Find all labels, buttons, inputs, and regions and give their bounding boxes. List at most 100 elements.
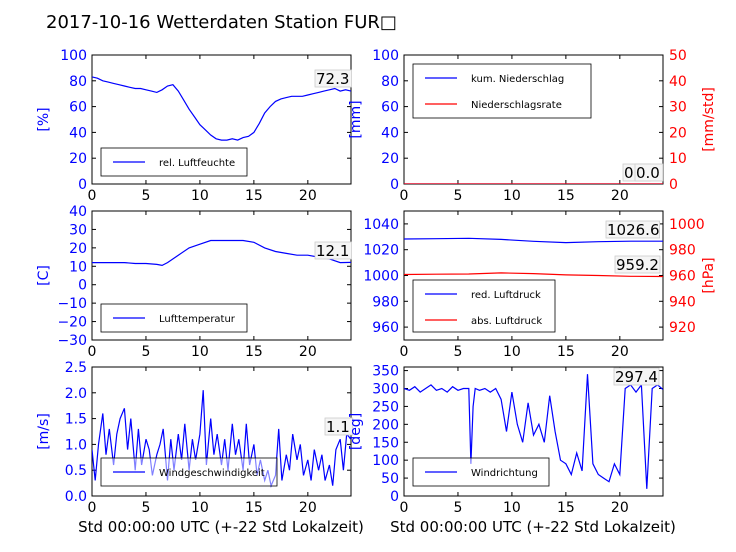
y2-axis-label: [hPa] xyxy=(701,257,717,293)
y-tick-label: 0 xyxy=(78,177,87,193)
y2-tick-label: 1000 xyxy=(669,217,705,233)
series-line-2 xyxy=(404,272,663,278)
y2-tick-label: 960 xyxy=(669,269,696,285)
y-tick-label: 150 xyxy=(372,435,399,451)
xlabel-right: Std 00:00:00 UTC (+-22 Std Lokalzeit) xyxy=(390,518,676,536)
subplot-3: 0 5 10 15 20 −30 −20 −10 0 10 20 30 40 [C] Lufttempera… xyxy=(36,204,352,360)
y-tick-label: 1.5 xyxy=(65,412,87,428)
y-tick-label: 50 xyxy=(381,471,399,487)
legend-box xyxy=(100,147,248,177)
y2-tick-label: 50 xyxy=(669,48,687,64)
x-tick-label: 20 xyxy=(299,188,317,204)
y-tick-label: 960 xyxy=(372,320,399,336)
y-tick-label: 10 xyxy=(69,259,87,275)
y-tick-label: 0 xyxy=(78,278,87,294)
xlabel-left: Std 00:00:00 UTC (+-22 Std Lokalzeit) xyxy=(78,518,364,536)
x-tick-label: 0 xyxy=(400,188,409,204)
y-tick-label: 1000 xyxy=(363,269,399,285)
subplot-5: 0 5 10 15 20 0.0 0.5 1.0 1.5 2.0 2.5 [m/s] Windgesch… xyxy=(36,360,354,516)
y-tick-label: 20 xyxy=(69,151,87,167)
y-tick-label: 980 xyxy=(372,294,399,310)
subplot-1: 0 5 10 15 20 0 20 40 60 80 100 [%] rel. Luftfeuchte 7… xyxy=(36,48,352,204)
legend-label: Windrichtung xyxy=(471,468,538,479)
x-tick-label: 10 xyxy=(191,188,209,204)
x-tick-label: 20 xyxy=(611,344,629,360)
series-line-1 xyxy=(92,76,351,141)
series-line-1 xyxy=(92,239,351,267)
annotation-label: 72.3 xyxy=(316,70,349,88)
y-tick-label: 0 xyxy=(390,489,399,505)
x-tick-label: 20 xyxy=(611,500,629,516)
y-tick-label: 250 xyxy=(372,399,399,415)
x-tick-label: 15 xyxy=(245,344,263,360)
y-tick-label: 100 xyxy=(372,48,399,64)
y2-axis-label: [mm/std] xyxy=(701,87,717,152)
y2-tick-label: 10 xyxy=(669,151,687,167)
annotation-box xyxy=(634,163,664,182)
x-tick-label: 10 xyxy=(191,500,209,516)
legend-label: rel. Luftfeuchte xyxy=(159,158,235,169)
y-tick-label: 20 xyxy=(69,241,87,257)
legend-label: abs. Luftdruck xyxy=(471,316,542,327)
legend-box xyxy=(412,63,592,119)
x-tick-label: 0 xyxy=(88,500,97,516)
y-tick-label: 80 xyxy=(381,74,399,90)
x-tick-label: 0 xyxy=(400,344,409,360)
x-tick-label: 20 xyxy=(299,344,317,360)
y-tick-label: −10 xyxy=(57,296,87,312)
y2-tick-label: 40 xyxy=(669,74,687,90)
subplot-6: 0 5 10 15 20050100150200250300350[deg]Windri… xyxy=(348,364,664,516)
y2-tick-label: 0 xyxy=(669,177,678,193)
series-line-1 xyxy=(404,374,663,489)
annotation-box xyxy=(314,241,352,260)
annotation-label: 297.4 xyxy=(615,368,658,386)
subplot-4: 0 5 10 15 20 960 980 1000 1020 1040 920 940 960 980 10… xyxy=(363,210,717,360)
x-tick-label: 15 xyxy=(557,500,575,516)
x-tick-label: 20 xyxy=(299,500,317,516)
figure-title: 2017-10-16 Wetterdaten Station FUR□ xyxy=(46,12,397,33)
y-tick-label: 60 xyxy=(381,100,399,116)
x-tick-label: 5 xyxy=(141,500,150,516)
x-tick-label: 10 xyxy=(503,188,521,204)
y-tick-label: 30 xyxy=(69,222,87,238)
y-tick-label: 2.5 xyxy=(65,360,87,376)
x-tick-label: 15 xyxy=(557,344,575,360)
x-tick-label: 5 xyxy=(453,500,462,516)
y-tick-label: 40 xyxy=(69,125,87,141)
legend-label: red. Luftdruck xyxy=(471,290,541,301)
y-tick-label: 20 xyxy=(381,151,399,167)
annotation-box xyxy=(314,69,352,88)
y-tick-label: 1020 xyxy=(363,243,399,259)
annotation-box xyxy=(614,255,661,274)
y-axis-label: [mm] xyxy=(348,100,364,138)
legend-label: Niederschlagsrate xyxy=(471,100,562,111)
y2-tick-label: 20 xyxy=(669,125,687,141)
legend-box xyxy=(412,279,556,333)
y2-tick-label: 920 xyxy=(669,320,696,336)
x-tick-label: 5 xyxy=(141,188,150,204)
y-tick-label: 80 xyxy=(69,74,87,90)
x-tick-label: 5 xyxy=(141,344,150,360)
y-axis-label: [%] xyxy=(36,107,52,131)
legend-label: Windgeschwindigkeit xyxy=(159,468,265,479)
legend-label: Lufttemperatur xyxy=(159,314,236,325)
y-axis-label: [m/s] xyxy=(36,413,52,450)
y-tick-label: −20 xyxy=(57,315,87,331)
y-tick-label: 200 xyxy=(372,417,399,433)
annotation-label: 12.1 xyxy=(316,242,349,260)
x-tick-label: 5 xyxy=(453,188,462,204)
y-tick-label: 60 xyxy=(69,100,87,116)
y-tick-label: 100 xyxy=(60,48,87,64)
x-tick-label: 0 xyxy=(88,344,97,360)
y2-tick-label: 30 xyxy=(669,100,687,116)
annotation-box xyxy=(605,220,660,239)
y-tick-label: 1040 xyxy=(363,217,399,233)
annotation-box xyxy=(324,417,354,436)
y-tick-label: 350 xyxy=(372,364,399,380)
series-line-1 xyxy=(404,237,663,244)
annotation-label: 1026.6 xyxy=(607,221,660,239)
annotation-label: 959.2 xyxy=(616,256,659,274)
y-tick-label: 300 xyxy=(372,382,399,398)
